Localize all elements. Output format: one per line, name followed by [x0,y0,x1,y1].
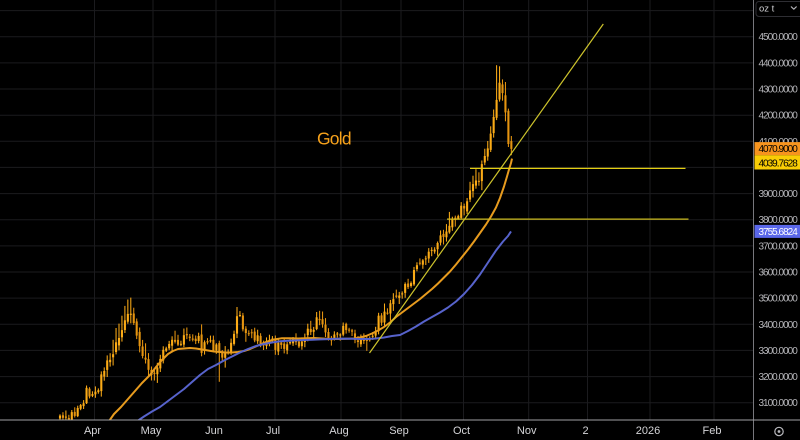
svg-text:3200.0000: 3200.0000 [759,372,799,383]
svg-text:3900.0000: 3900.0000 [759,189,799,200]
svg-text:May: May [141,425,162,437]
svg-text:Sep: Sep [389,425,409,437]
svg-text:3755.6824: 3755.6824 [759,227,799,238]
svg-text:Jun: Jun [205,425,223,437]
svg-text:4039.7628: 4039.7628 [759,159,799,170]
svg-text:2026: 2026 [636,425,660,437]
svg-text:Feb: Feb [703,425,722,437]
svg-text:3100.0000: 3100.0000 [759,398,799,409]
svg-text:4300.0000: 4300.0000 [759,85,799,96]
svg-text:4400.0000: 4400.0000 [759,58,799,69]
svg-text:Nov: Nov [517,425,537,437]
svg-text:oz t: oz t [759,4,775,15]
svg-text:2: 2 [582,425,588,437]
svg-text:3600.0000: 3600.0000 [759,268,799,279]
svg-text:Apr: Apr [84,425,101,437]
svg-text:4070.9000: 4070.9000 [759,144,799,155]
svg-text:Gold: Gold [317,129,351,149]
svg-text:3700.0000: 3700.0000 [759,241,799,252]
svg-text:3500.0000: 3500.0000 [759,294,799,305]
svg-text:4500.0000: 4500.0000 [759,32,799,43]
svg-text:3400.0000: 3400.0000 [759,320,799,331]
svg-text:Oct: Oct [453,425,470,437]
svg-text:3300.0000: 3300.0000 [759,346,799,357]
svg-text:3800.0000: 3800.0000 [759,215,799,226]
svg-text:Aug: Aug [329,425,349,437]
svg-text:4200.0000: 4200.0000 [759,111,799,122]
svg-text:Jul: Jul [266,425,280,437]
